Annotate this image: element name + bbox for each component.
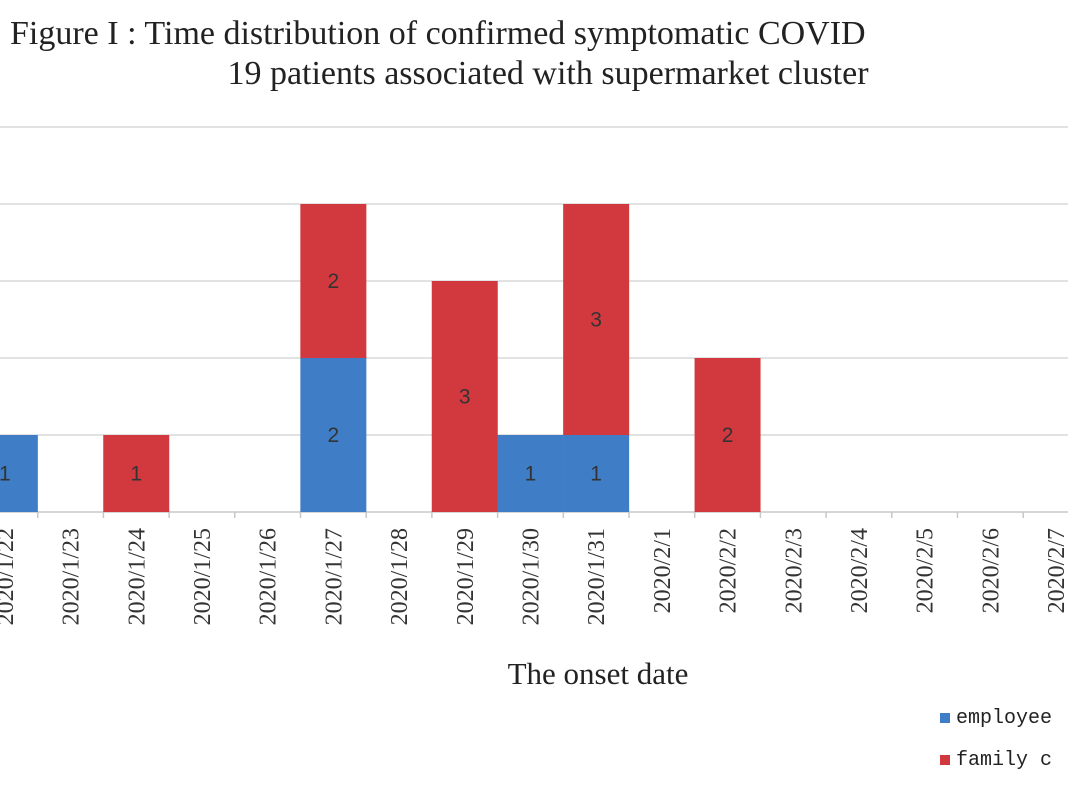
bar-family	[563, 204, 630, 435]
data-label: 2	[722, 424, 734, 447]
bar-employee	[0, 435, 38, 512]
x-tick-label: 2020/1/25	[190, 528, 216, 625]
data-label: 1	[525, 463, 537, 486]
bar-family	[431, 281, 498, 512]
data-label: 3	[459, 386, 471, 409]
data-label: 1	[590, 463, 602, 486]
x-tick-label: 2020/1/24	[124, 528, 150, 625]
x-tick-labels: 2020/1/22 2020/1/23 2020/1/24 2020/1/25 2020…	[0, 512, 1068, 625]
bar-employee	[497, 435, 564, 512]
legend: employee family c	[940, 707, 1052, 772]
x-tick-label: 2020/1/22	[0, 528, 19, 625]
x-tick-label: 2020/2/6	[978, 528, 1004, 613]
chart-title-line-1: Figure I : Time distribution of confirme…	[10, 15, 866, 52]
data-labels: 1 1 2 2 3 1 1 3 2	[0, 270, 733, 486]
legend-swatch	[940, 755, 950, 765]
x-tick-label: 2020/1/28	[387, 528, 413, 625]
x-tick-label: 2020/1/29	[453, 528, 479, 625]
bar-family	[300, 204, 367, 358]
x-axis-label: The onset date	[508, 656, 689, 691]
x-tick-label: 2020/2/4	[847, 528, 873, 613]
x-tick-label: 2020/1/27	[321, 528, 347, 625]
bar-family	[103, 435, 170, 512]
bar-employee	[300, 358, 367, 512]
x-tick-label: 2020/2/3	[781, 528, 807, 613]
x-tick-label: 2020/2/5	[913, 528, 939, 613]
x-tick-label: 2020/1/26	[256, 528, 282, 625]
x-tick-label: 2020/2/7	[1044, 528, 1068, 613]
chart-title-line-2: 19 patients associated with supermarket …	[227, 55, 869, 92]
x-tick-label: 2020/1/23	[59, 528, 85, 625]
legend-label: family c	[956, 749, 1052, 772]
legend-label: employee	[956, 707, 1052, 730]
data-label: 1	[0, 463, 11, 486]
x-tick-label: 2020/1/30	[518, 528, 544, 625]
x-tick-label: 2020/2/2	[716, 528, 742, 613]
data-label: 2	[328, 424, 340, 447]
data-label: 1	[130, 463, 142, 486]
legend-swatch	[940, 713, 950, 723]
x-tick-label: 2020/2/1	[650, 528, 676, 613]
x-tick-label: 2020/1/31	[584, 528, 610, 625]
bar-employee	[563, 435, 630, 512]
bars	[0, 204, 761, 512]
data-label: 3	[590, 309, 602, 332]
bar-family	[694, 358, 761, 512]
data-label: 2	[328, 270, 340, 293]
